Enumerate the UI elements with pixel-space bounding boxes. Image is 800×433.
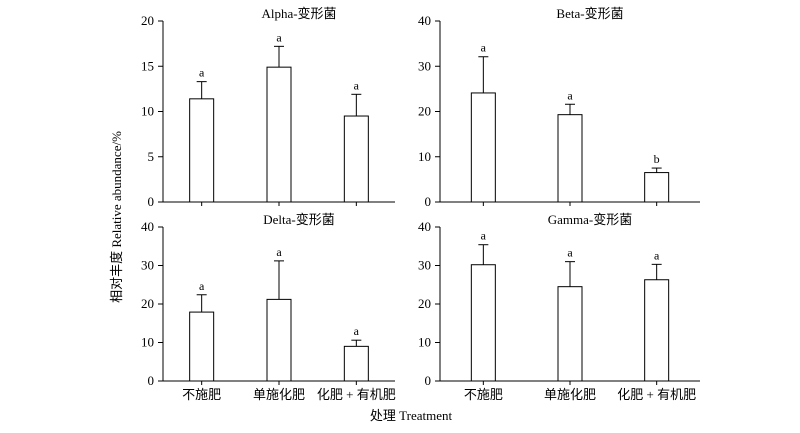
- y-tick-label: 40: [418, 219, 431, 234]
- y-tick-label: 20: [141, 296, 154, 311]
- x-tick-label: 单施化肥: [253, 387, 305, 402]
- panel-title: Gamma-变形菌: [548, 212, 632, 227]
- significance-label: a: [199, 66, 205, 80]
- bar: [470, 264, 496, 382]
- significance-label: a: [567, 246, 573, 260]
- chart-panels: 0 5 10 15 20 Alpha-变形菌 a a a 0 10 20 30 40 Beta-变形菌 a a b…: [141, 6, 700, 402]
- y-tick-label: 30: [418, 58, 431, 73]
- significance-label: a: [276, 245, 282, 259]
- significance-label: a: [654, 248, 660, 262]
- bar: [557, 286, 583, 382]
- panel-title: Alpha-变形菌: [261, 6, 336, 21]
- significance-label: a: [199, 279, 205, 293]
- y-tick-label: 40: [141, 219, 154, 234]
- x-tick-label: 单施化肥: [544, 387, 596, 402]
- y-tick-label: 10: [141, 335, 154, 350]
- significance-label: a: [354, 324, 360, 338]
- y-tick-label: 10: [418, 335, 431, 350]
- significance-label: a: [481, 229, 487, 243]
- chart-panel-1: 0 5 10 15 20 Alpha-变形菌 a a a: [141, 6, 395, 209]
- chart-panel-3: 0 10 20 30 40 Delta-变形菌 a 不施肥 a 单施化肥 a 化肥 + 有机肥: [141, 212, 396, 402]
- bar: [189, 98, 215, 203]
- bar: [343, 345, 369, 382]
- bar: [266, 66, 292, 203]
- y-tick-label: 5: [148, 149, 155, 164]
- y-tick-label: 15: [141, 58, 154, 73]
- chart-panel-4: 0 10 20 30 40 Gamma-变形菌 a 不施肥 a 单施化肥 a 化肥 + 有机肥: [418, 212, 700, 402]
- x-axis-label: 处理 Treatment: [370, 408, 453, 423]
- y-tick-label: 10: [141, 104, 154, 119]
- y-tick-label: 0: [425, 194, 432, 209]
- y-tick-label: 0: [425, 373, 432, 388]
- bar: [557, 114, 583, 203]
- panel-title: Delta-变形菌: [263, 212, 334, 227]
- x-tick-label: 不施肥: [464, 387, 503, 402]
- bar: [189, 311, 215, 382]
- y-tick-label: 0: [148, 194, 155, 209]
- x-tick-label: 不施肥: [182, 387, 221, 402]
- y-axis-label: 相对丰度 Relative abundance/%: [109, 131, 124, 303]
- y-tick-label: 40: [418, 13, 431, 28]
- y-tick-label: 20: [141, 13, 154, 28]
- chart-panel-2: 0 10 20 30 40 Beta-变形菌 a a b: [418, 6, 700, 209]
- significance-label: a: [481, 41, 487, 55]
- bar: [644, 279, 670, 382]
- y-tick-label: 30: [141, 258, 154, 273]
- bar: [644, 172, 670, 203]
- significance-label: b: [654, 152, 660, 166]
- y-tick-label: 20: [418, 296, 431, 311]
- y-tick-label: 20: [418, 104, 431, 119]
- y-tick-label: 10: [418, 149, 431, 164]
- panel-title: Beta-变形菌: [556, 6, 623, 21]
- bar: [343, 115, 369, 203]
- significance-label: a: [354, 78, 360, 92]
- bar: [266, 298, 292, 382]
- y-tick-label: 0: [148, 373, 155, 388]
- significance-label: a: [567, 88, 573, 102]
- bar: [470, 92, 496, 203]
- x-tick-label: 化肥 + 有机肥: [617, 387, 696, 402]
- y-tick-label: 30: [418, 258, 431, 273]
- significance-label: a: [276, 30, 282, 44]
- x-tick-label: 化肥 + 有机肥: [317, 387, 396, 402]
